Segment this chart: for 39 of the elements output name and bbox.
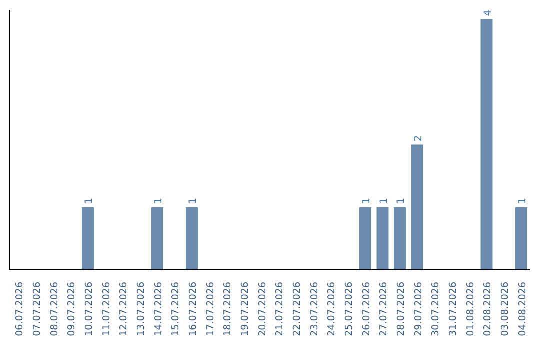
x-tick-label: 21.07.2026: [274, 282, 286, 336]
x-tick-label: 12.07.2026: [118, 282, 130, 336]
x-tick-label: 22.07.2026: [292, 282, 303, 336]
x-tick-label: 23.07.2026: [309, 282, 320, 336]
x-tick-label: 26.07.2026: [361, 282, 372, 336]
x-tick-label: 14.07.2026: [153, 282, 164, 336]
data-label: 1: [517, 198, 528, 204]
data-label: 1: [396, 198, 408, 204]
data-label: 1: [153, 198, 164, 204]
x-tick-label: 11.07.2026: [101, 282, 112, 336]
data-label: 4: [482, 10, 494, 16]
x-tick-label: 20.07.2026: [257, 282, 268, 336]
x-tick-label: 15.07.2026: [170, 282, 182, 336]
x-tick-label: 08.07.2026: [49, 282, 60, 336]
x-tick-label: 24.07.2026: [326, 282, 338, 336]
data-label: 2: [413, 135, 424, 142]
x-tick-label: 17.07.2026: [205, 282, 216, 336]
x-tick-label: 02.08.2026: [482, 282, 494, 336]
x-tick-label: 03.08.2026: [500, 282, 511, 336]
x-tick-label: 31.07.2026: [448, 282, 459, 336]
x-tick-label: 07.07.2026: [32, 282, 43, 336]
x-tick-label: 30.07.2026: [430, 282, 442, 336]
data-label: 1: [188, 198, 200, 204]
x-tick-label: 06.07.2026: [14, 282, 26, 336]
x-tick-label: 13.07.2026: [136, 282, 147, 336]
data-label: 1: [84, 198, 96, 204]
x-tick-label: 10.07.2026: [84, 282, 95, 336]
x-tick-label: 28.07.2026: [396, 282, 407, 336]
x-tick-label: 04.08.2026: [517, 282, 528, 336]
data-label: 1: [361, 198, 372, 204]
x-tick-label: 01.08.2026: [465, 282, 476, 336]
x-tick-label: 29.07.2026: [413, 282, 424, 336]
x-tick-label: 09.07.2026: [66, 282, 78, 336]
x-tick-label: 19.07.2026: [240, 282, 251, 336]
x-tick-label: 16.07.2026: [188, 282, 199, 336]
x-tick-label: 27.07.2026: [378, 282, 390, 336]
x-tick-label: 18.07.2026: [222, 282, 234, 336]
x-tick-label: 25.07.2026: [344, 282, 355, 336]
data-label: 1: [378, 198, 390, 204]
